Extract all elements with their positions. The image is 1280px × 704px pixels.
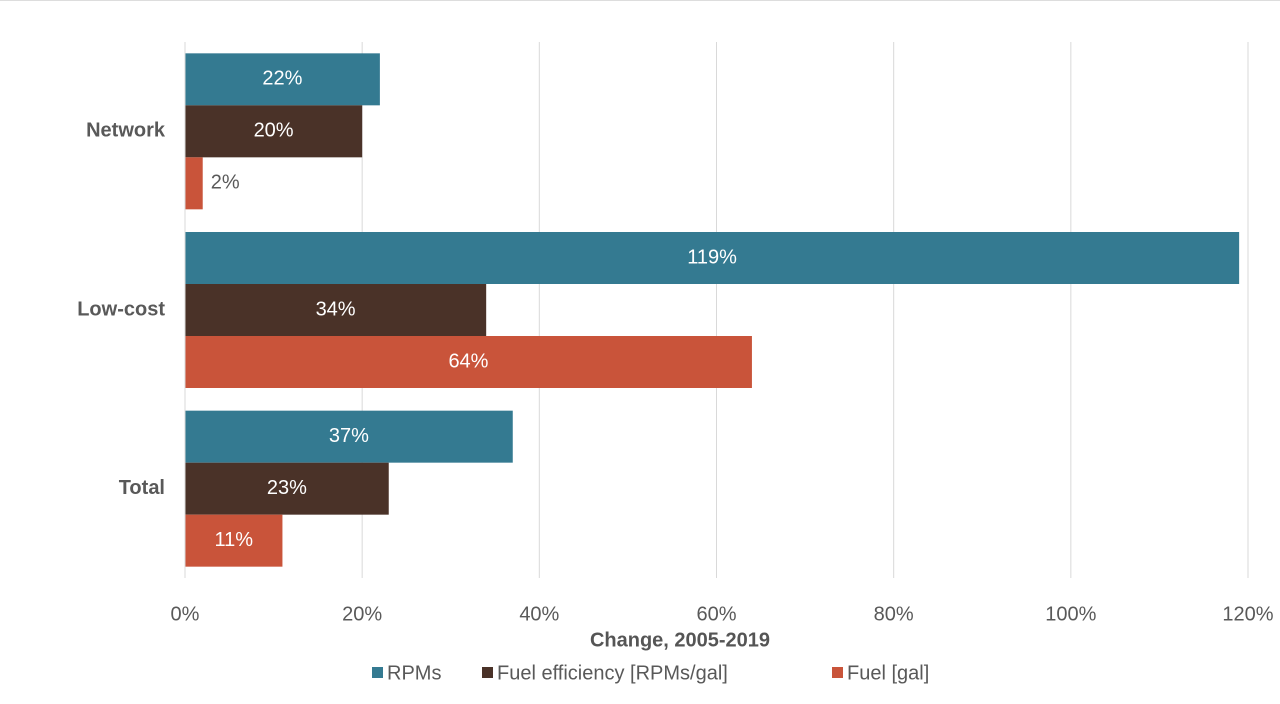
bar [185, 462, 389, 515]
category-label: Total [119, 477, 165, 499]
bar [185, 105, 363, 158]
x-tick-label: 40% [519, 603, 559, 625]
bar [185, 232, 1240, 284]
bar [185, 514, 283, 567]
category-label: Low-cost [77, 298, 165, 320]
bar [185, 336, 752, 388]
data-label: 20% [254, 120, 294, 142]
data-label: 22% [262, 68, 302, 90]
data-label: 34% [316, 298, 356, 320]
data-label: 2% [211, 172, 240, 194]
x-tick-label: 60% [696, 603, 736, 625]
x-tick-label: 100% [1045, 603, 1096, 625]
x-axis-title: Change, 2005-2019 [590, 629, 770, 651]
x-tick-label: 80% [874, 603, 914, 625]
legend-label: Fuel efficiency [RPMs/gal] [497, 662, 728, 684]
legend-swatch [832, 667, 843, 678]
category-label: Network [86, 120, 166, 142]
bar [185, 410, 513, 463]
x-tick-label: 120% [1222, 603, 1273, 625]
data-label: 37% [329, 425, 369, 447]
legend-swatch [482, 667, 493, 678]
data-label: 11% [214, 529, 253, 551]
legend-label: Fuel [gal] [847, 662, 929, 684]
bar [185, 284, 487, 336]
x-tick-label: 20% [342, 603, 382, 625]
legend-label: RPMs [387, 662, 441, 684]
legend-swatch [372, 667, 383, 678]
data-label: 64% [448, 350, 488, 372]
bar [185, 53, 380, 106]
data-label: 23% [267, 477, 307, 499]
x-tick-label: 0% [171, 603, 200, 625]
data-label: 119% [687, 246, 737, 268]
bar [185, 157, 203, 210]
